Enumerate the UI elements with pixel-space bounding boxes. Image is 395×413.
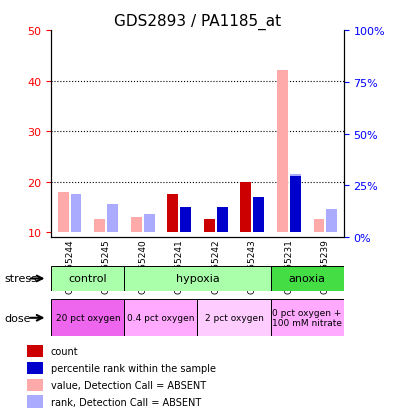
Bar [167, 195, 178, 233]
FancyBboxPatch shape [198, 299, 271, 337]
Bar [94, 220, 105, 233]
Bar [326, 210, 337, 233]
Bar [107, 205, 118, 233]
Bar [253, 197, 264, 233]
Bar [144, 215, 154, 233]
FancyBboxPatch shape [124, 266, 271, 291]
Text: stress: stress [4, 274, 37, 284]
Text: anoxia: anoxia [289, 274, 325, 284]
Text: 20 pct oxygen: 20 pct oxygen [56, 313, 120, 323]
Bar [217, 207, 228, 233]
Text: rank, Detection Call = ABSENT: rank, Detection Call = ABSENT [51, 397, 201, 407]
FancyBboxPatch shape [51, 266, 124, 291]
Text: 0 pct oxygen +
100 mM nitrate: 0 pct oxygen + 100 mM nitrate [272, 309, 342, 328]
Text: hypoxia: hypoxia [176, 274, 219, 284]
FancyBboxPatch shape [124, 299, 198, 337]
Bar [204, 220, 215, 233]
Text: control: control [69, 274, 107, 284]
Bar [27, 379, 43, 391]
Bar [253, 202, 264, 233]
Bar [27, 345, 43, 358]
Text: percentile rank within the sample: percentile rank within the sample [51, 363, 216, 373]
Bar [241, 182, 251, 233]
Text: count: count [51, 346, 78, 356]
Bar [71, 195, 81, 233]
Text: value, Detection Call = ABSENT: value, Detection Call = ABSENT [51, 380, 206, 390]
Title: GDS2893 / PA1185_at: GDS2893 / PA1185_at [114, 14, 281, 30]
Bar [27, 396, 43, 408]
Bar [27, 362, 43, 374]
Bar [277, 71, 288, 233]
FancyBboxPatch shape [271, 266, 344, 291]
Bar [131, 217, 142, 233]
Bar [180, 207, 191, 233]
Bar [290, 177, 301, 233]
Text: 2 pct oxygen: 2 pct oxygen [205, 313, 263, 323]
FancyBboxPatch shape [51, 299, 124, 337]
Text: dose: dose [4, 313, 30, 323]
Bar [314, 220, 324, 233]
Text: 0.4 pct oxygen: 0.4 pct oxygen [127, 313, 195, 323]
Bar [58, 192, 69, 233]
FancyBboxPatch shape [271, 299, 344, 337]
Bar [290, 175, 301, 233]
